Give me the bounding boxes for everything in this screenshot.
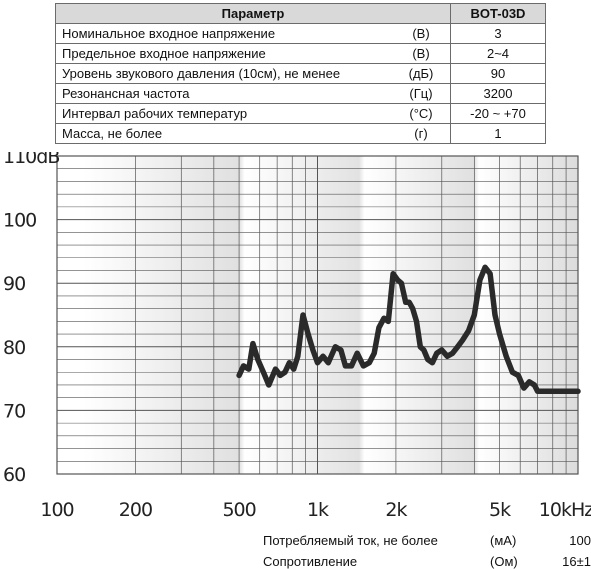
spec-param-unit: (°C) [392, 103, 451, 124]
spec-row: Номинальное входное напряжение (В) 3 [55, 23, 546, 44]
spec-param-name: Предельное входное напряжение [55, 43, 392, 64]
x-tick-label: 2k [385, 499, 407, 521]
y-tick-label: 100 [3, 210, 36, 232]
footer-param-name: Потребляемый ток, не более [263, 533, 438, 548]
spec-param-value: 1 [450, 123, 546, 144]
footer-param-value: 16±1 [562, 554, 591, 569]
spec-table-body: Номинальное входное напряжение (В) 3 Предел… [55, 23, 546, 144]
spec-param-unit: (дБ) [392, 63, 451, 84]
footer-param-value: 100 [569, 533, 591, 548]
response-curve [236, 264, 581, 395]
spec-param-value: -20 ~ +70 [450, 103, 546, 124]
spec-row: Интервал рабочих температур (°C) -20 ~ +70 [55, 103, 546, 124]
footer-param-unit: (мА) [490, 533, 517, 548]
spec-row: Резонансная частота (Гц) 3200 [55, 83, 546, 104]
spec-param-unit: (В) [392, 43, 451, 64]
spec-param-unit: (Гц) [392, 83, 451, 104]
spec-param-value: 3 [450, 23, 546, 44]
x-tick-label: 5k [489, 499, 511, 521]
y-tick-label: 60 [3, 464, 25, 486]
y-axis-labels: 110dB 100 90 80 70 60 [3, 152, 60, 486]
spec-param-unit: (В) [392, 23, 451, 44]
spec-table: Параметр BOT-03D Номинальное входное нап… [55, 3, 546, 144]
spec-param-name: Номинальное входное напряжение [55, 23, 392, 44]
frequency-response-chart: 100 200 500 1k 2k 5k 10kHz 110dB 100 90 80 70 60 [3, 152, 591, 521]
spec-row: Уровень звукового давления (10см), не ме… [55, 63, 546, 84]
param-column-header: Параметр [55, 3, 451, 24]
spec-param-name: Масса, не более [55, 123, 392, 144]
y-tick-label: 80 [3, 337, 25, 359]
x-tick-label: 500 [222, 499, 255, 521]
x-tick-label: 1k [307, 499, 329, 521]
spec-param-name: Уровень звукового давления (10см), не ме… [55, 63, 392, 84]
y-tick-label: 90 [3, 273, 25, 295]
y-tick-label: 70 [3, 400, 25, 422]
response-curve-group [236, 264, 581, 395]
grid-lines [56, 155, 579, 475]
spec-row: Предельное входное напряжение (В) 2~4 [55, 43, 546, 64]
spec-table-header-row: Параметр BOT-03D [55, 3, 546, 24]
spec-row: Масса, не более (г) 1 [55, 123, 546, 144]
x-axis-labels: 100 200 500 1k 2k 5k 10kHz [40, 499, 591, 521]
x-tick-label: 200 [119, 499, 152, 521]
footer-param-unit: (Ом) [490, 554, 518, 569]
spec-param-name: Резонансная частота [55, 83, 392, 104]
spec-param-unit: (г) [392, 123, 451, 144]
x-tick-label: 10kHz [539, 499, 591, 521]
spec-param-value: 90 [450, 63, 546, 84]
spec-param-value: 2~4 [450, 43, 546, 64]
footer-param-name: Сопротивление [263, 554, 358, 569]
x-tick-label: 100 [40, 499, 73, 521]
spec-param-value: 3200 [450, 83, 546, 104]
model-column-header: BOT-03D [450, 3, 546, 24]
y-tick-label: 110dB [3, 152, 59, 168]
spec-param-name: Интервал рабочих температур [55, 103, 392, 124]
